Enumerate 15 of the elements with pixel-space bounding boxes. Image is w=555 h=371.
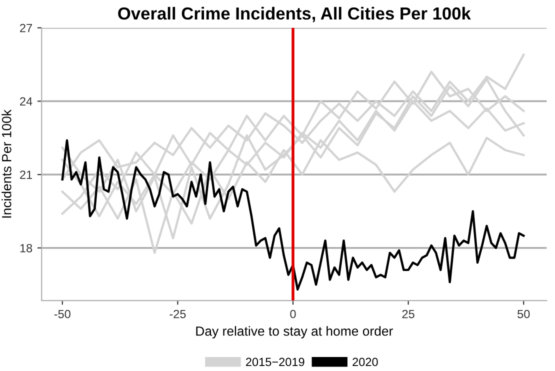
y-tick-label: 18	[20, 244, 32, 252]
x-tick-label: -50	[54, 310, 70, 318]
x-tick-label: 0	[290, 310, 296, 318]
legend-label: 2015−2019	[246, 358, 304, 366]
x-tick-label: 50	[518, 310, 530, 318]
y-axis-title: Incidents Per 100k	[2, 110, 12, 218]
chart-title: Overall Crime Incidents, All Cities Per 100k	[118, 6, 471, 22]
y-tick-label: 24	[20, 97, 32, 106]
x-tick-label: -25	[170, 310, 186, 318]
x-tick-label: 25	[402, 310, 414, 318]
y-tick-label: 21	[20, 170, 32, 179]
legend-label: 2020	[352, 358, 378, 366]
y-tick-label: 27	[20, 24, 32, 32]
line-series	[61, 139, 525, 291]
x-axis-title: Day relative to stay at home order	[196, 326, 393, 338]
